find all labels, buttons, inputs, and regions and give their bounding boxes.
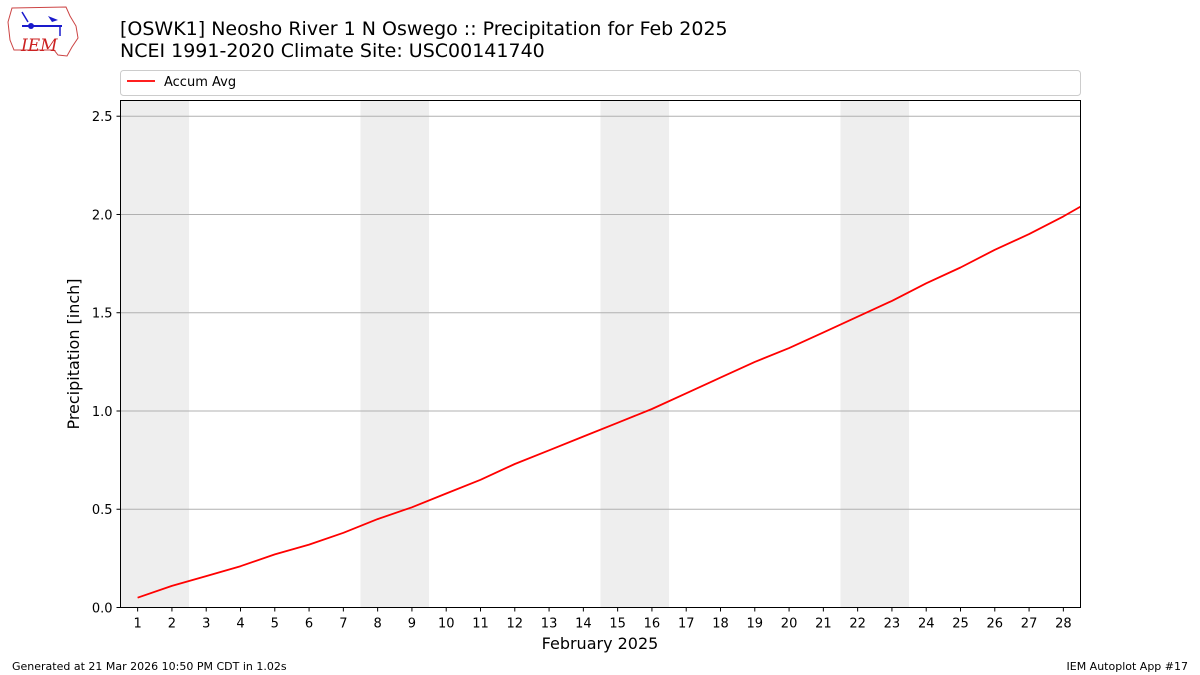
x-tick-label: 10 (438, 617, 455, 632)
series-layer (137, 205, 1081, 599)
x-tick-label: 7 (339, 617, 347, 632)
x-axis-label: February 2025 (542, 634, 659, 653)
x-tick-label: 19 (747, 617, 764, 632)
x-tick-label: 11 (472, 617, 489, 632)
logo-text: IEM (20, 36, 58, 56)
grid-lines (120, 115, 1081, 510)
x-tick-label: 12 (507, 617, 524, 632)
x-tick-label: 9 (408, 617, 416, 632)
y-tick-label: 0.0 (92, 602, 113, 617)
weekend-bands (120, 100, 910, 608)
y-axis-label: Precipitation [inch] (64, 278, 83, 429)
x-tick-label: 28 (1055, 617, 1072, 632)
y-tick-label: 0.5 (92, 503, 113, 518)
x-tick-label: 2 (168, 617, 176, 632)
x-tick-label: 23 (884, 617, 901, 632)
x-tick-label: 1 (134, 617, 142, 632)
y-tick-label: 2.0 (92, 208, 113, 223)
x-tick-label: 16 (644, 617, 661, 632)
x-tick-label: 22 (849, 617, 866, 632)
series-line-accum-avg (137, 205, 1081, 599)
x-tick-label: 26 (987, 617, 1004, 632)
x-tick-label: 21 (815, 617, 832, 632)
y-tick-label: 1.5 (92, 307, 113, 322)
y-tick-label: 2.5 (92, 110, 113, 125)
x-tick-label: 13 (541, 617, 558, 632)
x-tick-label: 17 (678, 617, 695, 632)
legend: Accum Avg (120, 70, 1081, 96)
plot-frame (120, 100, 1081, 608)
y-tick-label: 1.0 (92, 405, 113, 420)
x-tick-label: 25 (952, 617, 969, 632)
x-tick-label: 14 (575, 617, 592, 632)
chart-title-line2: NCEI 1991-2020 Climate Site: USC00141740 (120, 40, 545, 62)
chart-title-line1: [OSWK1] Neosho River 1 N Oswego :: Preci… (120, 18, 728, 40)
x-tick-label: 6 (305, 617, 313, 632)
weekend-band-2 (360, 100, 430, 608)
x-tick-label: 27 (1021, 617, 1038, 632)
footer-generated: Generated at 21 Mar 2026 10:50 PM CDT in… (12, 660, 287, 673)
x-tick-label: 3 (202, 617, 210, 632)
x-tick-label: 15 (609, 617, 626, 632)
x-tick-label: 20 (781, 617, 798, 632)
x-tick-label: 5 (271, 617, 279, 632)
weekend-band-4 (840, 100, 910, 608)
x-axis: 1 2 3 4 5 6 7 8 9 10 11 12 13 14 15 16 17 18 19 20 21 22 23 24 2… (134, 607, 1072, 632)
footer-app: IEM Autoplot App #17 (1067, 660, 1189, 673)
weekend-band-3 (600, 100, 670, 608)
x-tick-label: 4 (236, 617, 244, 632)
weekend-band-1 (120, 100, 190, 608)
x-tick-label: 18 (712, 617, 729, 632)
x-tick-label: 24 (918, 617, 935, 632)
legend-label-accum-avg: Accum Avg (164, 75, 236, 90)
x-tick-label: 8 (374, 617, 382, 632)
iem-logo: IEM (7, 6, 79, 57)
y-axis: 0.0 0.5 1.0 1.5 2.0 2.5 (92, 110, 121, 617)
